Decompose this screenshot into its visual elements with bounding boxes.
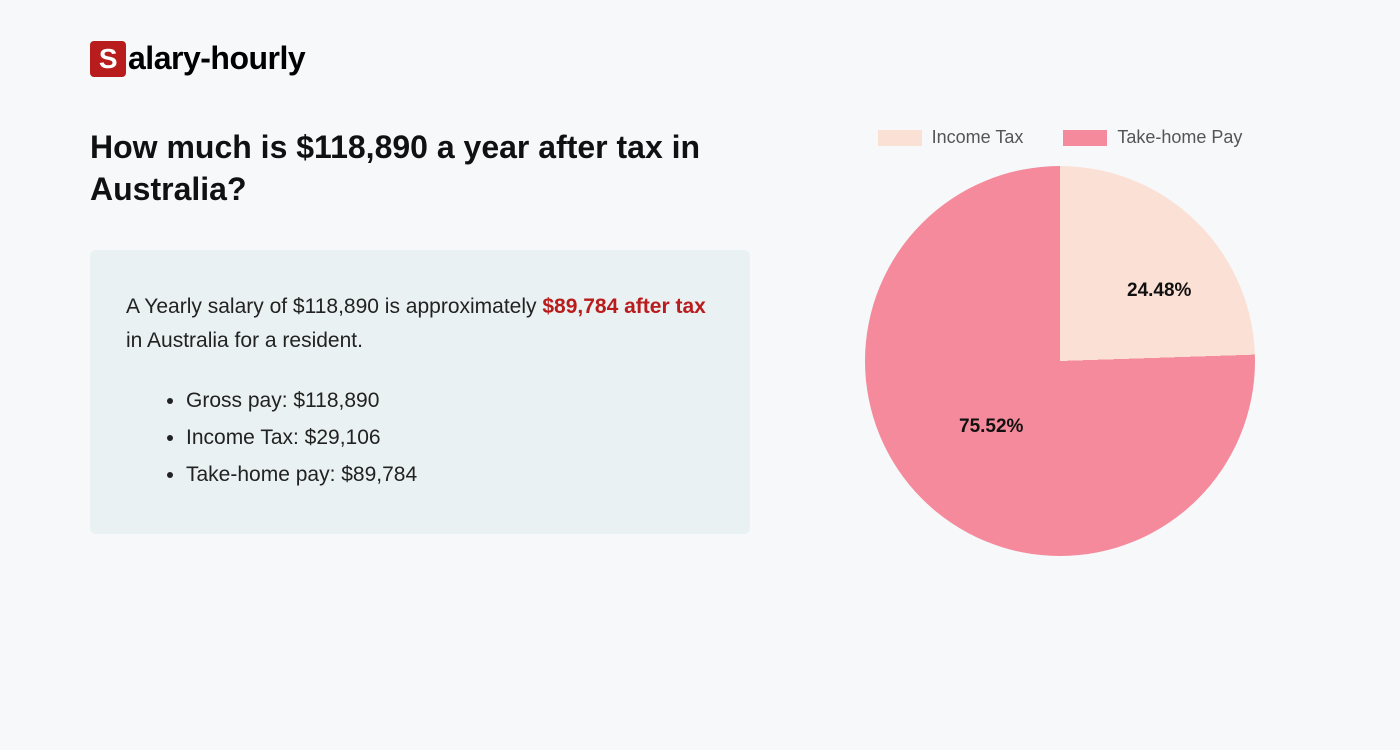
legend-label-income-tax: Income Tax <box>932 127 1024 148</box>
summary-box: A Yearly salary of $118,890 is approxima… <box>90 250 750 533</box>
bullet-income-tax: Income Tax: $29,106 <box>186 420 714 457</box>
summary-lead: A Yearly salary of $118,890 is approxima… <box>126 290 714 357</box>
legend-item-takehome: Take-home Pay <box>1063 127 1242 148</box>
legend-item-income-tax: Income Tax <box>878 127 1024 148</box>
page-title: How much is $118,890 a year after tax in… <box>90 127 750 210</box>
pie-legend: Income Tax Take-home Pay <box>830 127 1290 148</box>
pie-label-income-tax: 24.48% <box>1127 280 1191 302</box>
pie-disc <box>865 166 1255 556</box>
bullet-gross-pay: Gross pay: $118,890 <box>186 383 714 420</box>
logo-text: alary-hourly <box>128 40 305 77</box>
summary-lead-b: in Australia for a resident. <box>126 329 363 352</box>
legend-label-takehome: Take-home Pay <box>1117 127 1242 148</box>
pie-label-takehome: 75.52% <box>959 416 1023 438</box>
logo-boxed-letter: S <box>90 41 126 77</box>
bullet-takehome: Take-home pay: $89,784 <box>186 457 714 494</box>
summary-highlight: $89,784 after tax <box>542 295 705 318</box>
legend-swatch-takehome <box>1063 130 1107 146</box>
summary-bullets: Gross pay: $118,890 Income Tax: $29,106 … <box>126 383 714 493</box>
legend-swatch-income-tax <box>878 130 922 146</box>
site-logo: Salary-hourly <box>90 40 1310 77</box>
pie-chart: 24.48% 75.52% <box>865 166 1255 556</box>
summary-lead-a: A Yearly salary of $118,890 is approxima… <box>126 295 542 318</box>
